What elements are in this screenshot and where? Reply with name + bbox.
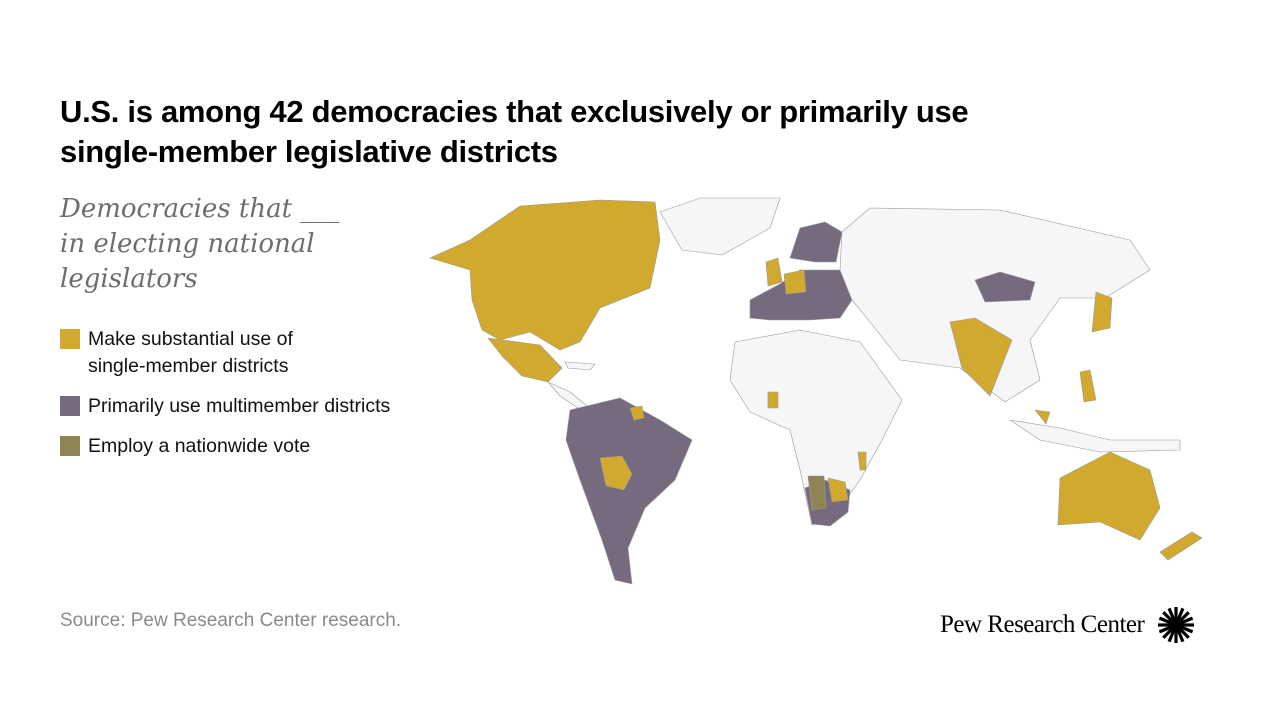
legend-item-nationwide: Employ a nationwide vote (60, 433, 460, 460)
malawi (857, 451, 867, 471)
india (949, 317, 1013, 397)
france-area (783, 269, 807, 295)
malaysia (1034, 409, 1051, 425)
ghana (767, 391, 779, 409)
world-map (429, 197, 1203, 585)
russia-asia (839, 207, 1151, 403)
chart-title: U.S. is among 42 democracies that exclus… (60, 94, 969, 169)
scandinavia (789, 221, 843, 263)
canada-usa (429, 199, 661, 351)
australia (1057, 451, 1161, 541)
cuba (564, 361, 596, 371)
legend-swatch-gold (60, 329, 80, 349)
legend-label: Primarily use multimember districts (88, 395, 391, 417)
legend-label: Employ a nationwide vote (88, 435, 311, 457)
south-america (565, 397, 693, 585)
indonesia (1009, 419, 1181, 453)
guyana (629, 405, 645, 421)
greenland (659, 197, 781, 256)
new-zealand (1159, 531, 1203, 561)
pew-logo: Pew Research Center (940, 605, 1196, 645)
bolivia (599, 455, 633, 491)
source-note: Source: Pew Research Center research. (60, 610, 402, 631)
sunburst-icon (1158, 607, 1195, 643)
legend-heading: Democracies that ___ in electing nationa… (60, 194, 340, 294)
central-america (547, 381, 593, 411)
legend: Make substantial use of single-member di… (60, 326, 460, 473)
legend-item-single-member: Make substantial use of single-member di… (60, 326, 460, 380)
japan (1091, 291, 1113, 333)
legend-label: Make substantial use of single-member di… (88, 328, 293, 377)
legend-item-multimember: Primarily use multimember districts (60, 393, 460, 420)
philippines (1079, 369, 1097, 403)
uk (765, 257, 783, 287)
botswana-sa (827, 477, 849, 503)
legend-swatch-purple (60, 396, 80, 416)
legend-swatch-olive (60, 436, 80, 456)
namibia (807, 475, 827, 511)
mongolia (974, 271, 1036, 303)
logo-text: Pew Research Center (940, 611, 1145, 638)
